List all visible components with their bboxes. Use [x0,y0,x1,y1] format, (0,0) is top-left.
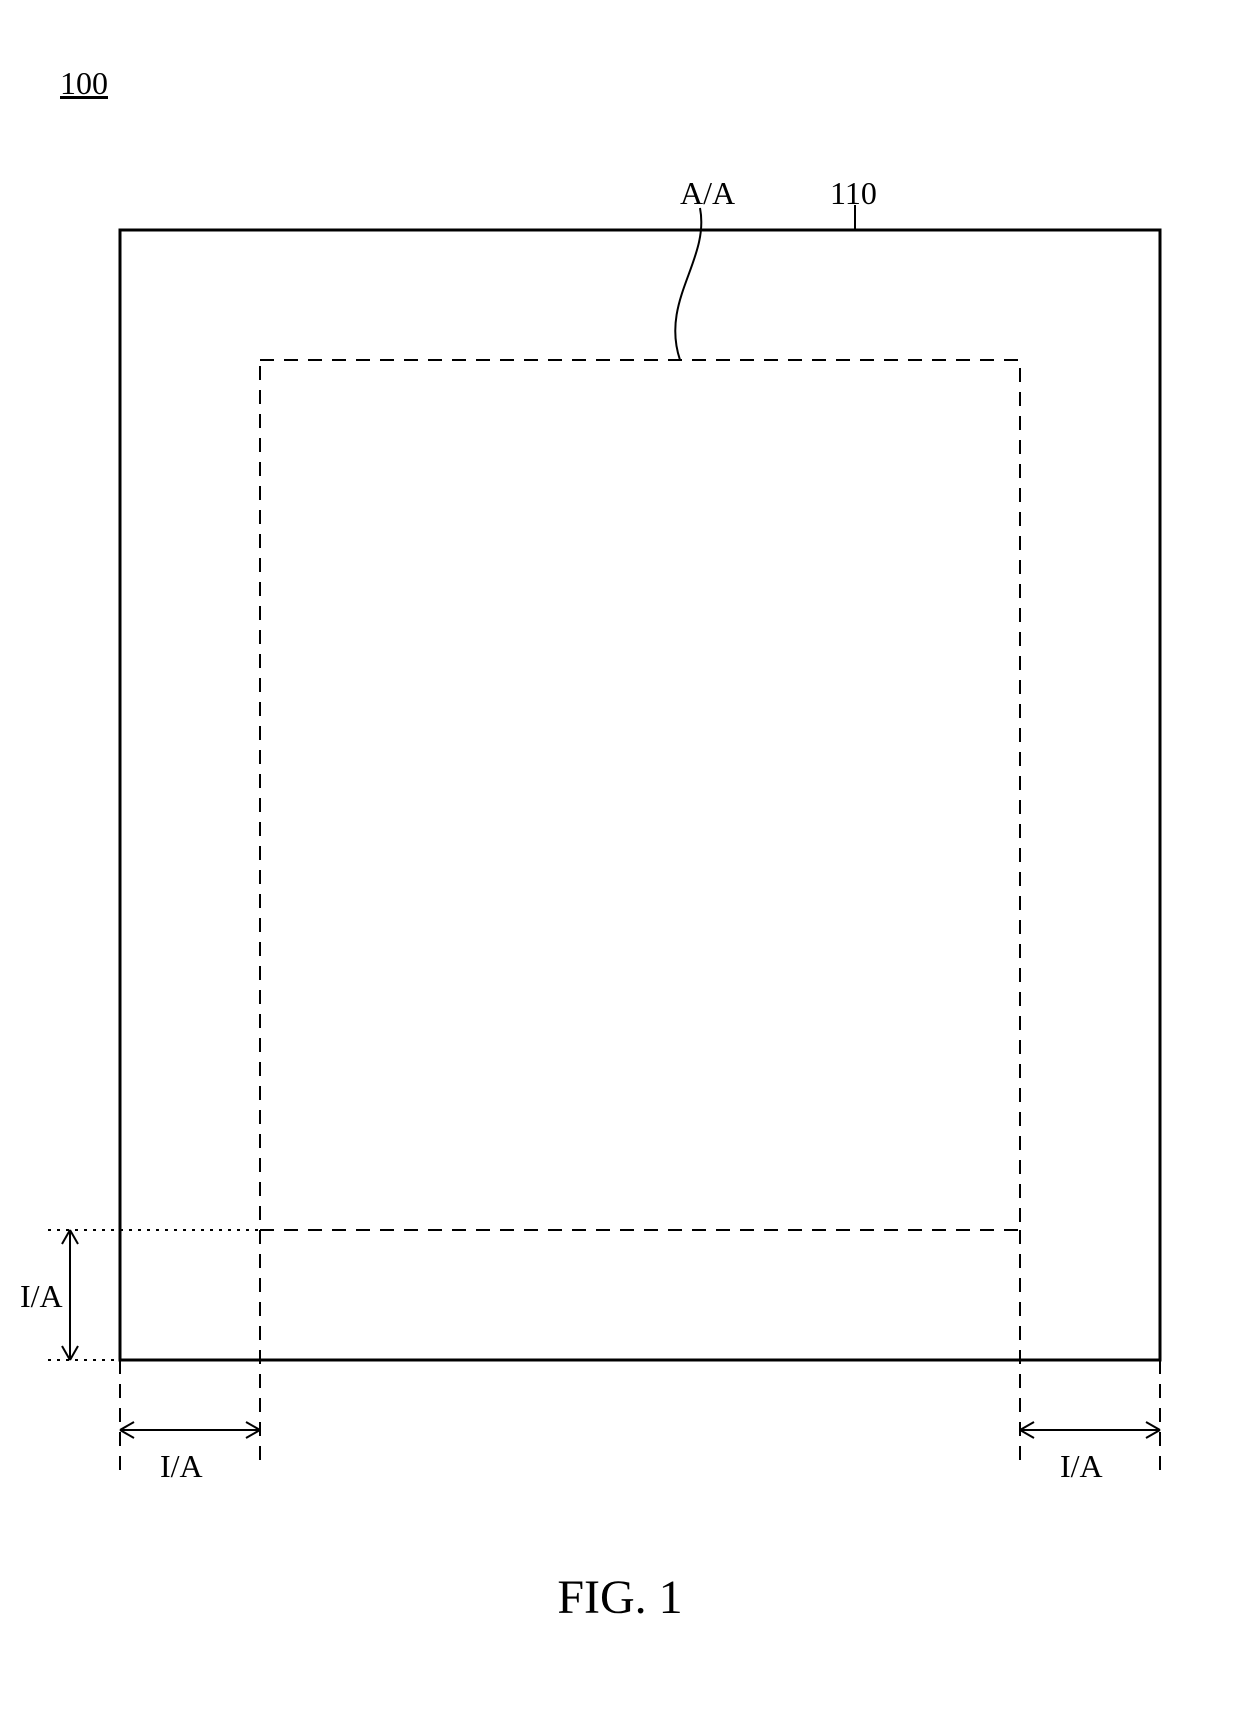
diagram-svg [0,0,1240,1709]
figure-canvas: 100 A/A 110 I/A I/A I/A FIG. 1 [0,0,1240,1709]
